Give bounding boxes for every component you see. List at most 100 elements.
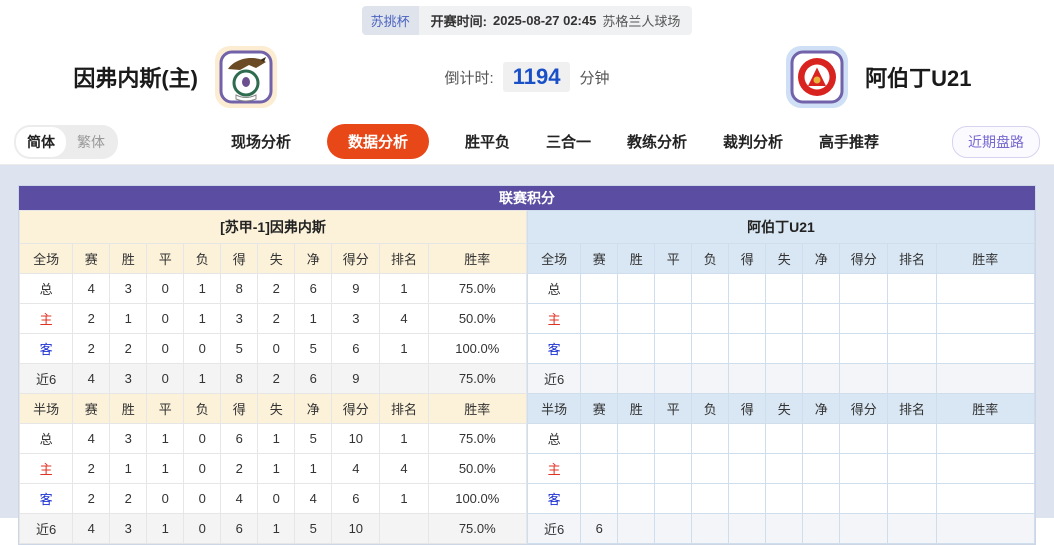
table-cell [691,513,730,544]
nav-tab-1[interactable]: 数据分析 [326,124,429,159]
table-cell: 4 [72,423,111,454]
table-row: 客 2 2 0 0 4 0 4 6 1 100.0% [18,483,528,514]
table-cell: 1 [294,303,333,334]
table-cell: 客 [526,333,582,364]
table-cell [887,423,937,454]
table-cell [728,363,767,394]
table-row: 总 4 3 1 0 6 1 5 10 1 75.0% [18,423,528,454]
table-cell: 总 [526,273,582,304]
table-cell: 失 [257,243,296,274]
table-cell: 4 [72,363,111,394]
table-cell [802,453,841,484]
table-cell: 0 [183,453,222,484]
away-team-block: 阿伯丁U21 [703,45,1054,109]
table-cell: 10 [331,513,381,544]
table-cell [802,333,841,364]
table-cell: 1 [257,453,296,484]
table-cell: 1 [109,303,148,334]
table-cell [765,363,804,394]
table-cell: 1 [379,333,429,364]
lang-traditional[interactable]: 繁体 [77,133,105,150]
table-row: 客 [526,333,1036,364]
table-cell: 主 [18,303,74,334]
table-cell [839,363,889,394]
nav-tab-4[interactable]: 教练分析 [627,134,688,151]
table-cell [802,513,841,544]
table-cell: 3 [109,423,148,454]
away-team-stats-table: 阿伯丁U21 全场赛胜平负得失净得分 排名 胜率总主客近6 半场赛胜平负得失净得分 排名胜… [526,210,1036,544]
nav-tab-2[interactable]: 胜平负 [464,134,510,151]
nav-tabs: 现场分析 数据分析 胜平负 三合一 教练分析 裁判分析 高手推荐 [158,124,952,159]
table-cell [580,363,619,394]
table-cell: 客 [526,483,582,514]
table-cell [580,273,619,304]
table-cell: 1 [109,453,148,484]
nav-tab-3[interactable]: 三合一 [545,134,591,151]
language-toggle: 简体 繁体 [14,124,118,159]
table-cell: 50.0% [427,453,528,484]
table-cell [691,423,730,454]
table-cell: 负 [691,243,730,274]
table-row: 近6 4 3 1 0 6 1 5 10 75.0% [18,513,528,544]
table-cell [887,513,937,544]
lang-simplified[interactable]: 简体 [16,126,66,157]
table-cell: 失 [765,243,804,274]
table-cell: 1 [146,513,185,544]
table-cell: 6 [220,423,259,454]
table-cell: 1 [379,423,429,454]
table-cell [887,453,937,484]
table-cell [765,333,804,364]
table-cell: 平 [146,393,185,424]
table-cell [654,513,693,544]
table-cell: 排名 [379,243,429,274]
table-row: 近6 [526,363,1036,394]
table-cell [691,333,730,364]
table-row: 近6 4 3 0 1 8 2 6 9 75.0% [18,363,528,394]
table-cell: 主 [18,453,74,484]
table-cell: 1 [257,423,296,454]
table-cell: 得分 [839,393,889,424]
match-info-bar: 苏挑杯 开赛时间: 2025-08-27 02:45 苏格兰人球场 [0,0,1054,35]
table-cell [654,303,693,334]
table-cell: 半场 [526,393,582,424]
table-cell [765,423,804,454]
table-cell [839,333,889,364]
recent-odds-button[interactable]: 近期盘路 [952,125,1040,158]
table-cell [765,483,804,514]
nav-tab-0[interactable]: 现场分析 [230,134,291,151]
table-cell: 5 [294,423,333,454]
table-cell: 4 [220,483,259,514]
table-cell [654,273,693,304]
table-cell [654,423,693,454]
table-cell: 负 [183,243,222,274]
table-cell [728,513,767,544]
table-cell: 失 [765,393,804,424]
nav-tab-5[interactable]: 裁判分析 [723,134,784,151]
table-cell: 0 [146,273,185,304]
table-cell: 4 [72,513,111,544]
table-cell: 得 [220,243,259,274]
table-cell [654,483,693,514]
table-cell: 胜率 [935,393,1036,424]
table-cell [728,303,767,334]
table-cell [617,333,656,364]
table-cell: 胜 [617,393,656,424]
table-cell [935,333,1036,364]
table-cell [935,453,1036,484]
team-section-header: 阿伯丁U21 [527,210,1035,244]
table-cell: 4 [379,453,429,484]
table-cell: 4 [72,273,111,304]
table-cell: 6 [220,513,259,544]
table-cell [802,423,841,454]
table-cell [765,453,804,484]
table-row: 主 [526,303,1036,334]
table-row: 近6 6 [526,513,1036,544]
table-cell: 3 [109,513,148,544]
table-cell [887,483,937,514]
table-title: 联赛积分 [19,186,1035,210]
table-cell: 排名 [379,393,429,424]
table-cell: 5 [294,333,333,364]
table-cell: 胜率 [935,243,1036,274]
nav-tab-6[interactable]: 高手推荐 [819,134,880,151]
table-cell [654,333,693,364]
